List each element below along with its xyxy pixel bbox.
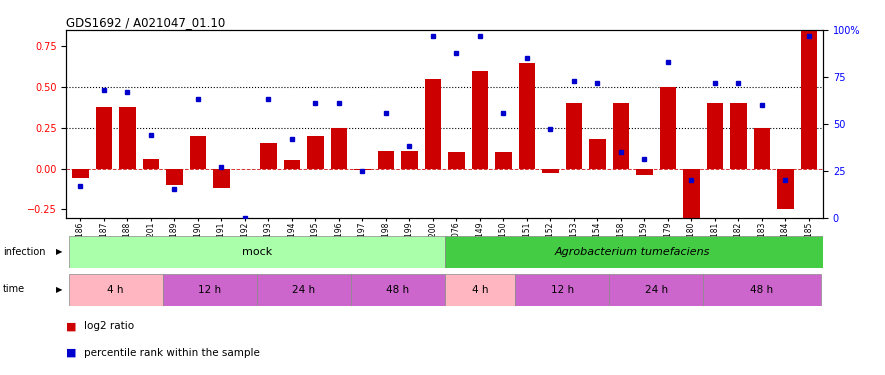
Bar: [350, 274, 444, 306]
Bar: [683, 169, 700, 217]
Text: GDS1692 / A021047_01.10: GDS1692 / A021047_01.10: [66, 16, 226, 29]
Bar: [472, 71, 489, 169]
Bar: [754, 128, 770, 169]
Text: time: time: [3, 285, 25, 294]
Bar: [448, 152, 465, 169]
Bar: [636, 169, 652, 175]
Text: 4 h: 4 h: [107, 285, 124, 295]
Bar: [444, 274, 515, 306]
Text: percentile rank within the sample: percentile rank within the sample: [84, 348, 260, 357]
Text: ■: ■: [66, 348, 77, 357]
Bar: [519, 63, 535, 169]
Bar: [69, 236, 444, 268]
Text: 4 h: 4 h: [472, 285, 489, 295]
Bar: [166, 169, 182, 185]
Bar: [257, 274, 350, 306]
Bar: [331, 128, 347, 169]
Bar: [566, 104, 582, 169]
Bar: [189, 136, 206, 169]
Text: ▶: ▶: [56, 285, 62, 294]
Text: Agrobacterium tumefaciens: Agrobacterium tumefaciens: [555, 247, 711, 257]
Text: 24 h: 24 h: [644, 285, 668, 295]
Bar: [425, 79, 442, 169]
Text: 24 h: 24 h: [292, 285, 315, 295]
Bar: [307, 136, 324, 169]
Bar: [142, 159, 159, 169]
Text: ▶: ▶: [56, 248, 62, 256]
Bar: [73, 169, 89, 178]
Bar: [589, 139, 605, 169]
Bar: [284, 160, 300, 169]
Bar: [378, 151, 394, 169]
Text: ■: ■: [66, 321, 77, 331]
Text: infection: infection: [3, 247, 45, 257]
Bar: [496, 152, 512, 169]
Text: 12 h: 12 h: [550, 285, 573, 295]
Bar: [401, 151, 418, 169]
Text: 48 h: 48 h: [386, 285, 409, 295]
Bar: [515, 274, 609, 306]
Bar: [354, 169, 371, 170]
Bar: [96, 106, 112, 169]
Text: log2 ratio: log2 ratio: [84, 321, 135, 331]
Bar: [777, 169, 794, 209]
Bar: [801, 22, 817, 169]
Bar: [163, 274, 257, 306]
Bar: [213, 169, 230, 188]
Text: 48 h: 48 h: [750, 285, 773, 295]
Text: mock: mock: [242, 247, 272, 257]
Bar: [119, 106, 135, 169]
Bar: [69, 274, 163, 306]
Bar: [612, 104, 629, 169]
Text: 12 h: 12 h: [198, 285, 221, 295]
Bar: [609, 274, 704, 306]
Bar: [730, 104, 747, 169]
Bar: [543, 169, 558, 174]
Bar: [260, 142, 277, 169]
Bar: [444, 236, 823, 268]
Bar: [707, 104, 723, 169]
Bar: [704, 274, 820, 306]
Bar: [659, 87, 676, 169]
